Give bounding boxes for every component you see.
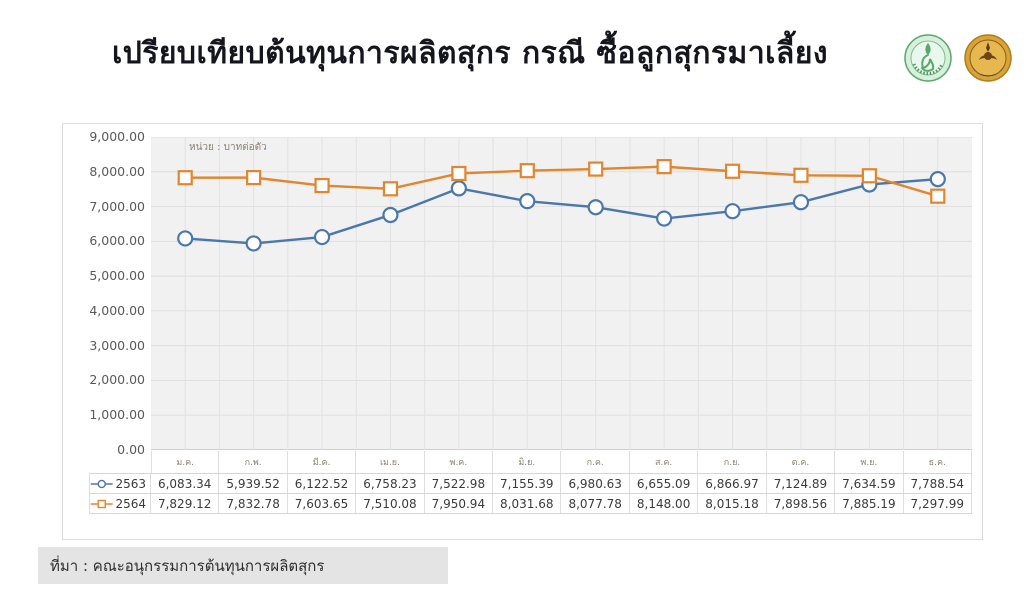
value-cell-2564-เม.ย.: 7,510.08 bbox=[356, 494, 425, 513]
value-cell-2563-ก.ย.: 6,866.97 bbox=[698, 474, 767, 493]
legend-key-2564: 2564 bbox=[89, 494, 151, 513]
series-line-2563 bbox=[185, 177, 938, 245]
marker-2564-ธ.ค. bbox=[930, 188, 946, 204]
marker-2563-ต.ค. bbox=[792, 194, 810, 211]
value-cell-2564-ก.พ.: 7,832.78 bbox=[219, 494, 288, 513]
department-of-livestock-logo bbox=[964, 34, 1012, 82]
marker-2564-พ.ย. bbox=[861, 168, 877, 184]
month-header-cell: มี.ค. bbox=[288, 451, 357, 473]
marker-2563-ธ.ค. bbox=[929, 171, 946, 188]
value-cell-2563-มี.ค.: 6,122.52 bbox=[288, 474, 357, 493]
y-axis-label: 6,000.00 bbox=[89, 233, 145, 249]
marker-2564-ส.ค. bbox=[656, 159, 672, 175]
series-name: 2564 bbox=[115, 496, 146, 511]
table-corner-cell bbox=[89, 451, 151, 473]
month-header-cell: พ.ย. bbox=[835, 451, 904, 473]
circle-legend-marker-icon bbox=[90, 479, 113, 488]
month-header-cell: ม.ค. bbox=[151, 451, 220, 473]
y-axis-label: 5,000.00 bbox=[89, 268, 145, 284]
table-row-2563: 2563 6,083.34 5,939.52 6,122.52 6,758.23 7,52… bbox=[89, 474, 972, 494]
source-note: ที่มา : คณะอนุกรรมการต้นทุนการผลิตสุกร bbox=[38, 547, 448, 584]
month-header-cell: ก.พ. bbox=[219, 451, 288, 473]
marker-2563-ม.ค. bbox=[177, 230, 194, 247]
page-title: เปรียบเทียบต้นทุนการผลิตสุกร กรณี ซื้อลู… bbox=[111, 36, 829, 71]
value-cell-2563-ก.ค.: 6,980.63 bbox=[561, 474, 630, 493]
table-header-row: ม.ค. ก.พ. มี.ค. เม.ย. พ.ค. มิ.ย. ก.ค. ส.ค. ก.ย. ต… bbox=[89, 451, 972, 474]
value-cell-2564-ก.ค.: 8,077.78 bbox=[561, 494, 630, 513]
month-header-cell: ก.ค. bbox=[561, 451, 630, 473]
value-cell-2564-ก.ย.: 8,015.18 bbox=[698, 494, 767, 513]
y-axis-label: 0.00 bbox=[117, 442, 145, 457]
y-axis-label: 3,000.00 bbox=[89, 337, 145, 353]
marker-2563-ก.ย. bbox=[724, 203, 741, 220]
value-cell-2564-ส.ค.: 8,148.00 bbox=[630, 494, 699, 513]
marker-2564-มิ.ย. bbox=[519, 163, 535, 179]
marker-2563-พ.ค. bbox=[450, 180, 467, 197]
table-row-2564: 2564 7,829.12 7,832.78 7,603.65 7,510.08 7,95… bbox=[89, 494, 972, 514]
marker-2563-มิ.ย. bbox=[519, 193, 536, 210]
value-cell-2563-ส.ค.: 6,655.09 bbox=[630, 474, 699, 493]
value-cell-2563-ต.ค.: 7,124.89 bbox=[767, 474, 836, 493]
marker-2564-ก.ค. bbox=[588, 161, 604, 177]
legend-key-2563: 2563 bbox=[89, 474, 151, 493]
series-line-2564 bbox=[185, 165, 939, 198]
month-header-cell: พ.ค. bbox=[425, 451, 494, 473]
value-cell-2563-ก.พ.: 5,939.52 bbox=[219, 474, 288, 493]
value-cell-2563-ม.ค.: 6,083.34 bbox=[151, 474, 220, 493]
month-header-cell: ส.ค. bbox=[630, 451, 699, 473]
line-chart bbox=[151, 137, 972, 450]
y-axis-label: 2,000.00 bbox=[89, 372, 145, 388]
value-cell-2564-ม.ค.: 7,829.12 bbox=[151, 494, 220, 513]
month-header-cell: มิ.ย. bbox=[493, 451, 562, 473]
value-cell-2563-พ.ย.: 7,634.59 bbox=[835, 474, 904, 493]
marker-2563-ก.ค. bbox=[587, 199, 604, 216]
y-axis-label: 4,000.00 bbox=[89, 302, 145, 318]
value-cell-2563-ธ.ค.: 7,788.54 bbox=[904, 474, 972, 493]
value-cell-2563-พ.ค.: 7,522.98 bbox=[425, 474, 494, 493]
y-axis-label: 1,000.00 bbox=[89, 407, 145, 423]
value-cell-2564-พ.ย.: 7,885.19 bbox=[835, 494, 904, 513]
data-table: ม.ค. ก.พ. มี.ค. เม.ย. พ.ค. มิ.ย. ก.ค. ส.ค. ก.ย. ต… bbox=[89, 451, 972, 514]
month-header-cell: ก.ย. bbox=[698, 451, 767, 473]
marker-2564-ก.พ. bbox=[246, 169, 262, 186]
marker-2564-ต.ค. bbox=[793, 167, 809, 183]
y-axis-label: 9,000.00 bbox=[89, 129, 145, 144]
marker-2563-เม.ย. bbox=[382, 206, 399, 224]
unit-label: หน่วย : บาทต่อตัว bbox=[189, 142, 267, 153]
value-cell-2563-เม.ย.: 6,758.23 bbox=[356, 474, 425, 493]
value-cell-2564-พ.ค.: 7,950.94 bbox=[425, 494, 494, 513]
marker-2563-ส.ค. bbox=[656, 210, 673, 227]
y-axis-label: 7,000.00 bbox=[89, 198, 145, 214]
marker-2564-เม.ย. bbox=[382, 181, 399, 197]
marker-2564-มี.ค. bbox=[314, 177, 330, 194]
marker-2563-ก.พ. bbox=[245, 235, 262, 252]
chart-panel: 9,000.00 8,000.00 7,000.00 6,000.00 5,000.00… bbox=[62, 123, 983, 540]
y-axis-label: 8,000.00 bbox=[89, 163, 145, 179]
value-cell-2564-มิ.ย.: 8,031.68 bbox=[493, 494, 562, 513]
ministry-of-agriculture-logo bbox=[904, 34, 952, 82]
marker-2564-พ.ค. bbox=[451, 165, 467, 182]
marker-2563-มี.ค. bbox=[313, 228, 331, 246]
value-cell-2564-มี.ค.: 7,603.65 bbox=[288, 494, 357, 513]
value-cell-2564-ต.ค.: 7,898.56 bbox=[767, 494, 836, 513]
plot-area: หน่วย : บาทต่อตัว bbox=[151, 137, 972, 450]
square-legend-marker-icon bbox=[90, 499, 113, 508]
value-cell-2564-ธ.ค.: 7,297.99 bbox=[904, 494, 972, 513]
month-header-cell: เม.ย. bbox=[356, 451, 425, 473]
marker-2564-ก.ย. bbox=[724, 163, 741, 179]
month-header-cell: ธ.ค. bbox=[904, 451, 972, 473]
month-header-cell: ต.ค. bbox=[767, 451, 836, 473]
marker-2564-ม.ค. bbox=[177, 170, 193, 186]
series-name: 2563 bbox=[115, 476, 146, 491]
value-cell-2563-มิ.ย.: 7,155.39 bbox=[493, 474, 562, 493]
